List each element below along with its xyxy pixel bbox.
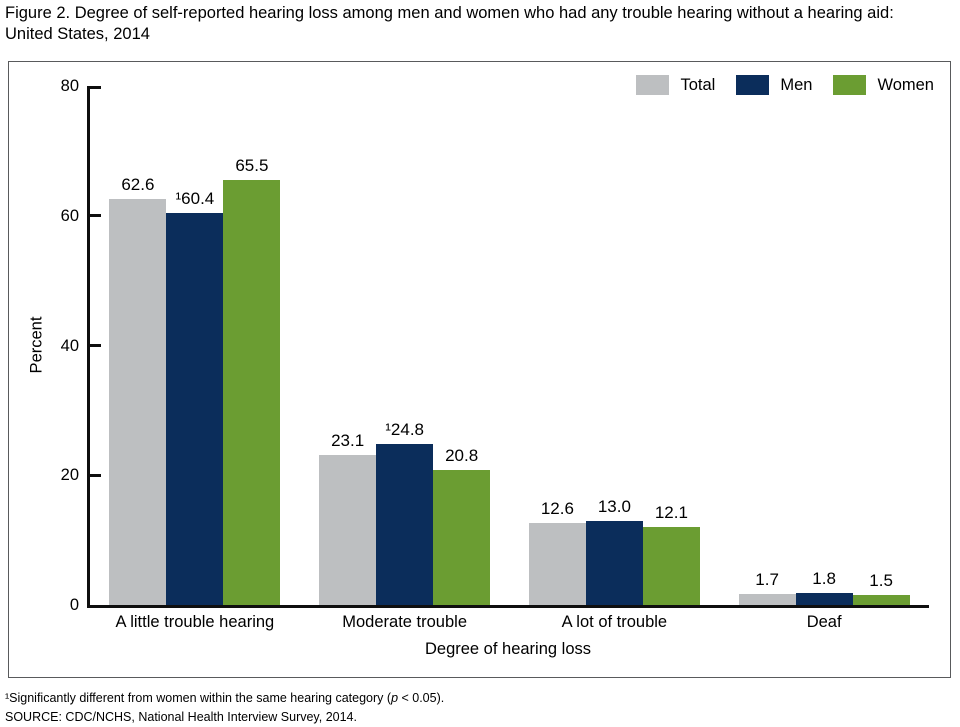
footnotes: ¹Significantly different from women with… bbox=[5, 689, 444, 727]
footnote-significance: ¹Significantly different from women with… bbox=[5, 689, 444, 708]
bar-groups: 62.6 ¹60.4 65.5 23.1 ¹24.8 20.8 12.6 13.0 12.1 1.… bbox=[90, 86, 929, 605]
y-axis-tick bbox=[90, 86, 101, 89]
bar-value-label: 62.6 bbox=[121, 174, 155, 194]
bar-men-4: 1.8 bbox=[795, 569, 853, 605]
legend-label-men: Men bbox=[780, 75, 813, 94]
plot-area bbox=[87, 86, 929, 605]
legend-swatch-total bbox=[636, 75, 670, 95]
legend-label-total: Total bbox=[680, 75, 716, 94]
legend-item-women: Women bbox=[833, 75, 934, 95]
bar-men-2: ¹24.8 bbox=[376, 420, 434, 605]
bar-value-label: 12.1 bbox=[654, 502, 688, 522]
bar-total-3: 12.6 bbox=[528, 499, 586, 605]
bar-women-4: 1.5 bbox=[852, 571, 910, 605]
legend-item-total: Total bbox=[636, 75, 715, 95]
footnote-source: SOURCE: CDC/NCHS, National Health Interv… bbox=[5, 710, 357, 724]
bar-women-3: 12.1 bbox=[642, 503, 700, 605]
bar-men-3: 13.0 bbox=[585, 497, 643, 605]
x-axis-title: Degree of hearing loss bbox=[424, 640, 591, 658]
chart-legend: Total Men Women bbox=[615, 75, 934, 95]
figure-title: Figure 2. Degree of self-reported hearin… bbox=[5, 3, 957, 45]
chart-frame: Total Men Women Percent 62.6 ¹60.4 65.5 23.1 ¹… bbox=[8, 61, 951, 678]
figure-title-line1: Figure 2. Degree of self-reported hearin… bbox=[5, 4, 894, 22]
legend-label-women: Women bbox=[877, 75, 934, 94]
bar-value-label: 1.7 bbox=[755, 570, 779, 589]
bar-total-2: 23.1 bbox=[319, 431, 377, 605]
bar-value-label: ¹24.8 bbox=[385, 420, 424, 440]
y-axis-tick-label: 40 bbox=[60, 336, 79, 355]
y-axis-tick-label: 0 bbox=[69, 596, 79, 614]
bar-value-label: 20.8 bbox=[445, 446, 479, 466]
bar-value-label: 1.8 bbox=[812, 569, 836, 589]
bar-value-label: 12.6 bbox=[540, 499, 574, 519]
y-axis-tick bbox=[90, 344, 101, 347]
bar-value-label: 65.5 bbox=[235, 156, 269, 176]
footnote-significance-text: ¹Significantly different from women with… bbox=[5, 691, 392, 705]
x-axis-line bbox=[87, 605, 929, 608]
bar-group-2: 23.1 ¹24.8 20.8 bbox=[300, 86, 510, 605]
bar-value-label: ¹60.4 bbox=[175, 189, 215, 209]
bar-value-label: 1.5 bbox=[869, 571, 893, 591]
bar-total-1: 62.6 bbox=[109, 175, 167, 605]
bar-total-4: 1.7 bbox=[738, 570, 796, 605]
bar-group-4: 1.7 1.8 1.5 bbox=[719, 86, 929, 605]
y-axis-tick bbox=[90, 473, 101, 477]
bar-value-label: 13.0 bbox=[597, 496, 631, 516]
y-axis-tick-label: 80 bbox=[60, 77, 79, 95]
bar-men-1: ¹60.4 bbox=[166, 189, 224, 605]
x-category-labels: A little trouble hearing Moderate trouble… bbox=[90, 613, 929, 632]
footnote-p-italic: p bbox=[391, 691, 399, 705]
legend-item-men: Men bbox=[736, 75, 812, 95]
bar-women-2: 20.8 bbox=[433, 446, 491, 605]
x-category-label: A lot of trouble bbox=[561, 613, 668, 631]
footnote-significance-end: < 0.05). bbox=[398, 691, 445, 705]
bar-group-1: 62.6 ¹60.4 65.5 bbox=[90, 86, 300, 605]
bar-women-1: 65.5 bbox=[223, 156, 281, 605]
bar-group-3: 12.6 13.0 12.1 bbox=[510, 86, 720, 605]
y-axis-tick bbox=[90, 214, 101, 218]
x-category-label: Deaf bbox=[806, 613, 842, 631]
x-category-label: Moderate trouble bbox=[342, 613, 467, 631]
figure-title-line2: United States, 2014 bbox=[5, 25, 150, 43]
legend-swatch-women bbox=[833, 75, 867, 95]
legend-swatch-men bbox=[736, 75, 770, 95]
x-category-label: A little trouble hearing bbox=[115, 613, 275, 631]
y-axis-tick-label: 60 bbox=[60, 206, 79, 225]
y-axis-tick-label: 20 bbox=[60, 466, 79, 485]
bar-value-label: 23.1 bbox=[331, 431, 365, 451]
